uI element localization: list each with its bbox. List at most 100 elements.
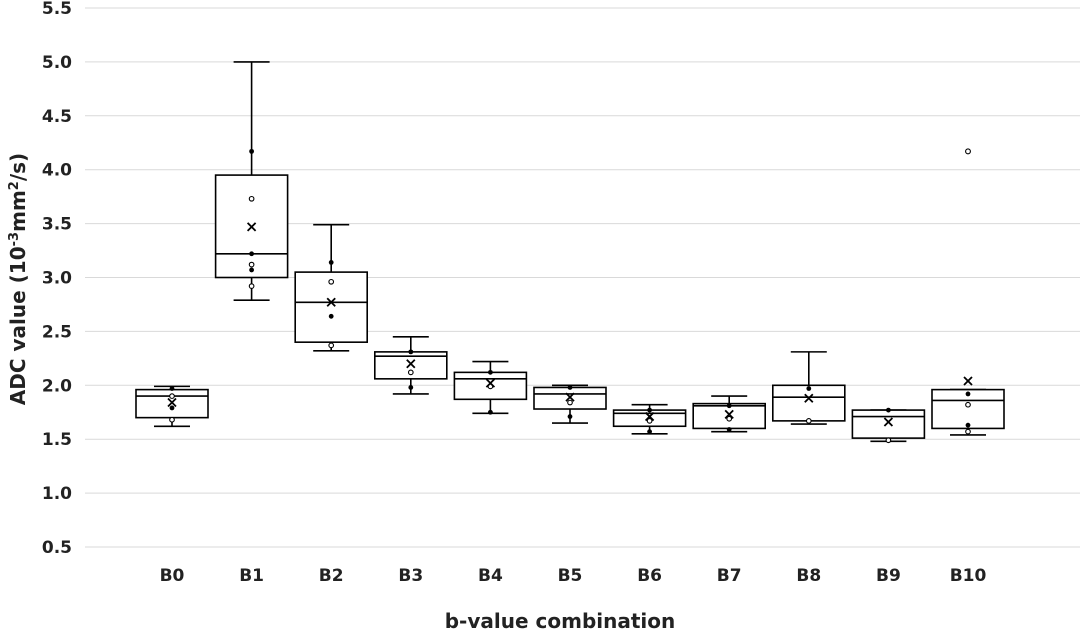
y-axis-title-mid: mm [6, 190, 30, 232]
data-point [805, 418, 812, 424]
y-axis-title-main: ADC value (10 [6, 246, 30, 405]
data-point [169, 393, 175, 399]
y-axis-ticks: 0.5 1.0 1.5 2.0 2.5 3.0 3.5 4.0 4.5 5.0 5.5 [42, 0, 72, 558]
mean-marker-stroke [485, 378, 496, 388]
y-tick-label: 2.0 [42, 376, 72, 396]
data-point [169, 386, 175, 391]
mean-marker-stroke [724, 409, 734, 420]
mean-marker [167, 397, 177, 408]
mean-marker [406, 359, 416, 369]
x-tick-label: B5 [558, 566, 583, 586]
boxes [135, 61, 1005, 444]
data-point [249, 251, 255, 257]
x-tick-label: B3 [398, 566, 423, 586]
data-point [328, 313, 334, 319]
data-point [488, 409, 493, 415]
y-tick-label: 0.5 [42, 538, 72, 558]
mean-marker [804, 393, 814, 403]
data-point [726, 403, 732, 409]
x-axis-title: b-value combination [445, 609, 676, 632]
data-point [248, 261, 255, 268]
box-group-b3 [373, 335, 448, 395]
x-axis-ticks: B0 B1 B2 B3 B4 B5 B6 B7 B8 B9 B10 [160, 566, 987, 586]
mean-marker [724, 409, 734, 420]
data-point [726, 427, 732, 432]
outlier-point [965, 148, 971, 155]
x-tick-label: B9 [876, 566, 901, 586]
mean-marker [246, 222, 257, 232]
data-point [328, 260, 334, 265]
data-point [567, 414, 573, 419]
data-point [885, 437, 892, 444]
data-point [647, 429, 652, 435]
data-point [328, 342, 335, 349]
mean-marker-stroke [406, 359, 416, 369]
data-point [646, 418, 653, 424]
data-point [328, 278, 335, 285]
box-iqr [851, 409, 926, 439]
y-axis-title-end: /s) [6, 153, 30, 181]
x-tick-label: B6 [637, 566, 662, 586]
data-point [965, 391, 971, 397]
box-group-b4 [453, 360, 528, 415]
data-point [248, 283, 255, 289]
box-group-b10 [931, 148, 1005, 436]
box-group-b7 [692, 395, 767, 433]
data-point [249, 148, 255, 154]
y-tick-label: 1.0 [42, 484, 72, 504]
y-tick-label: 5.0 [42, 53, 72, 73]
box-group-b5 [533, 384, 607, 424]
data-point [965, 428, 971, 435]
box-iqr [771, 384, 846, 422]
data-point [886, 407, 891, 413]
y-tick-label: 3.0 [42, 269, 72, 289]
data-point [249, 267, 255, 273]
x-tick-label: B8 [796, 566, 821, 586]
y-axis-title-exp2: 2 [7, 181, 22, 190]
box-group-b1 [214, 61, 289, 301]
data-point [248, 195, 255, 202]
x-tick-label: B7 [717, 566, 742, 586]
data-point [567, 399, 573, 406]
data-point [407, 369, 414, 376]
mean-marker-stroke [565, 392, 575, 402]
y-tick-label: 3.5 [42, 215, 72, 235]
box-group-b8 [771, 351, 846, 425]
x-tick-label: B2 [319, 566, 344, 586]
data-point [488, 369, 493, 375]
mean-marker-stroke [883, 417, 894, 427]
mean-marker-stroke [804, 393, 814, 403]
mean-marker-stroke [963, 376, 973, 386]
data-point [567, 385, 573, 390]
box-group-b6 [612, 403, 687, 435]
mean-marker-stroke [644, 411, 655, 422]
y-axis-title: ADC value (10-3mm2/s) [6, 153, 30, 405]
data-point [408, 385, 414, 390]
x-tick-label: B0 [160, 566, 185, 586]
y-tick-label: 2.5 [42, 322, 72, 342]
y-tick-label: 4.0 [42, 161, 72, 181]
mean-marker [565, 392, 575, 402]
y-tick-label: 5.5 [42, 0, 72, 19]
box-iqr [294, 271, 369, 343]
mean-marker [485, 378, 496, 388]
data-point [169, 405, 175, 411]
data-point [726, 415, 733, 422]
y-tick-label: 1.5 [42, 430, 72, 450]
y-axis-title-exp1: -3 [7, 232, 22, 246]
mean-marker [963, 376, 973, 386]
mean-marker-stroke [167, 397, 177, 408]
mean-marker-stroke [326, 297, 336, 307]
mean-marker [326, 297, 336, 307]
mean-marker-stroke [246, 222, 257, 232]
mean-marker [644, 411, 655, 422]
box-group-b9 [851, 407, 926, 444]
x-tick-label: B1 [239, 566, 264, 586]
data-point [965, 422, 971, 428]
y-tick-label: 4.5 [42, 107, 72, 127]
box-group-b0 [135, 385, 209, 428]
mean-marker [883, 417, 894, 427]
data-point [408, 349, 414, 355]
data-point [169, 416, 175, 423]
